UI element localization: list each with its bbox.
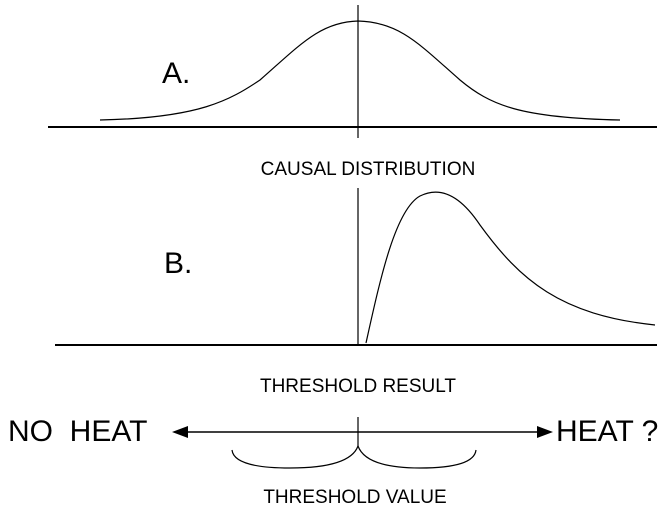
scale-label-right: HEAT ? xyxy=(556,415,658,448)
panel-label: B. xyxy=(164,247,192,280)
brace xyxy=(231,444,477,469)
caption: THRESHOLD RESULT xyxy=(260,376,456,397)
arrow-head-right xyxy=(537,426,553,438)
causal-curve xyxy=(99,20,621,121)
scale-label-left: NO HEAT xyxy=(8,415,147,448)
arrow-head-left xyxy=(172,426,188,438)
result-curve xyxy=(365,191,656,344)
caption: CAUSAL DISTRIBUTION xyxy=(261,159,476,180)
panel-label: A. xyxy=(162,57,190,90)
threshold-value-label: THRESHOLD VALUE xyxy=(263,487,446,508)
